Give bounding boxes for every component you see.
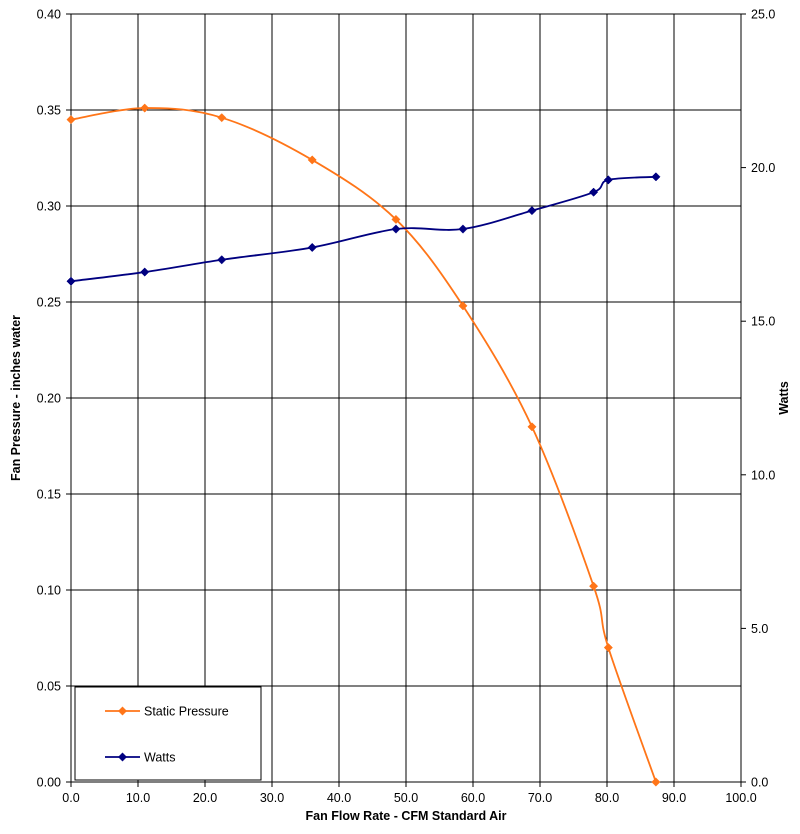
static-pressure-point <box>217 113 227 123</box>
y-axis-title: Fan Pressure - inches water <box>9 315 23 481</box>
watts-point <box>458 224 468 234</box>
watts-point <box>527 206 537 216</box>
legend-item-static-pressure: Static Pressure <box>105 705 229 719</box>
series-watts <box>66 172 661 286</box>
watts-point <box>140 267 150 277</box>
y2-axis-title: Watts <box>777 381 791 415</box>
y-tick-label: 0.20 <box>37 392 61 406</box>
x-tick-label: 60.0 <box>461 791 485 805</box>
static-pressure-point <box>458 301 468 311</box>
static-pressure-point <box>651 777 661 787</box>
static-pressure-line <box>70 107 657 783</box>
static-pressure-point <box>603 643 613 653</box>
static-pressure-point <box>391 214 401 224</box>
y-tick-label: 0.30 <box>37 200 61 214</box>
y-tick-label: 0.25 <box>37 296 61 310</box>
y-tick-label: 0.35 <box>37 104 61 118</box>
legend-swatch-marker <box>117 752 128 762</box>
legend-item-watts: Watts <box>105 751 175 765</box>
watts-point <box>603 175 613 185</box>
y2-tick-label: 15.0 <box>751 315 775 329</box>
x-tick-label: 10.0 <box>126 791 150 805</box>
static-pressure-point <box>589 581 599 591</box>
x-tick-label: 50.0 <box>394 791 418 805</box>
x-tick-label: 100.0 <box>725 791 756 805</box>
watts-point <box>589 187 599 197</box>
x-tick-label: 30.0 <box>260 791 284 805</box>
static-pressure-point <box>66 115 76 125</box>
static-pressure-point <box>527 422 537 432</box>
y2-tick-label: 5.0 <box>751 622 768 636</box>
y2-tick-label: 20.0 <box>751 161 775 175</box>
watts-point <box>217 255 227 265</box>
grid <box>70 13 742 783</box>
x-axis-title: Fan Flow Rate - CFM Standard Air <box>306 809 507 823</box>
y-tick-label: 0.10 <box>37 584 61 598</box>
y-tick-label: 0.15 <box>37 488 61 502</box>
watts-line <box>70 175 656 283</box>
legend-items: Static Pressure Watts <box>105 705 229 765</box>
x-tick-label: 0.0 <box>62 791 79 805</box>
x-tick-label: 20.0 <box>193 791 217 805</box>
y-tick-label: 0.05 <box>37 680 61 694</box>
x-tick-label: 70.0 <box>528 791 552 805</box>
watts-point <box>651 172 661 182</box>
legend-swatch-marker <box>117 706 128 716</box>
legend-box <box>74 686 262 781</box>
axis-ticks: 0.0 10.0 20.0 30.0 40.0 50.0 60.0 70.0 80.0 90.0 1… <box>37 8 776 806</box>
watts-point <box>307 242 317 253</box>
static-pressure-point <box>307 155 317 165</box>
watts-point <box>391 224 401 234</box>
y2-tick-label: 10.0 <box>751 468 775 482</box>
watts-point <box>66 276 76 286</box>
x-tick-label: 80.0 <box>595 791 619 805</box>
y2-tick-label: 25.0 <box>751 8 775 22</box>
series-static-pressure <box>66 103 661 787</box>
legend: Static Pressure Watts <box>74 686 262 781</box>
legend-label: Static Pressure <box>144 705 229 719</box>
series <box>66 103 661 787</box>
x-tick-label: 90.0 <box>662 791 686 805</box>
static-pressure-point <box>140 103 150 113</box>
y-tick-label: 0.40 <box>37 8 61 22</box>
x-tick-label: 40.0 <box>327 791 351 805</box>
y2-tick-label: 0.0 <box>751 776 768 790</box>
legend-label: Watts <box>144 751 175 765</box>
y-tick-label: 0.00 <box>37 776 61 790</box>
